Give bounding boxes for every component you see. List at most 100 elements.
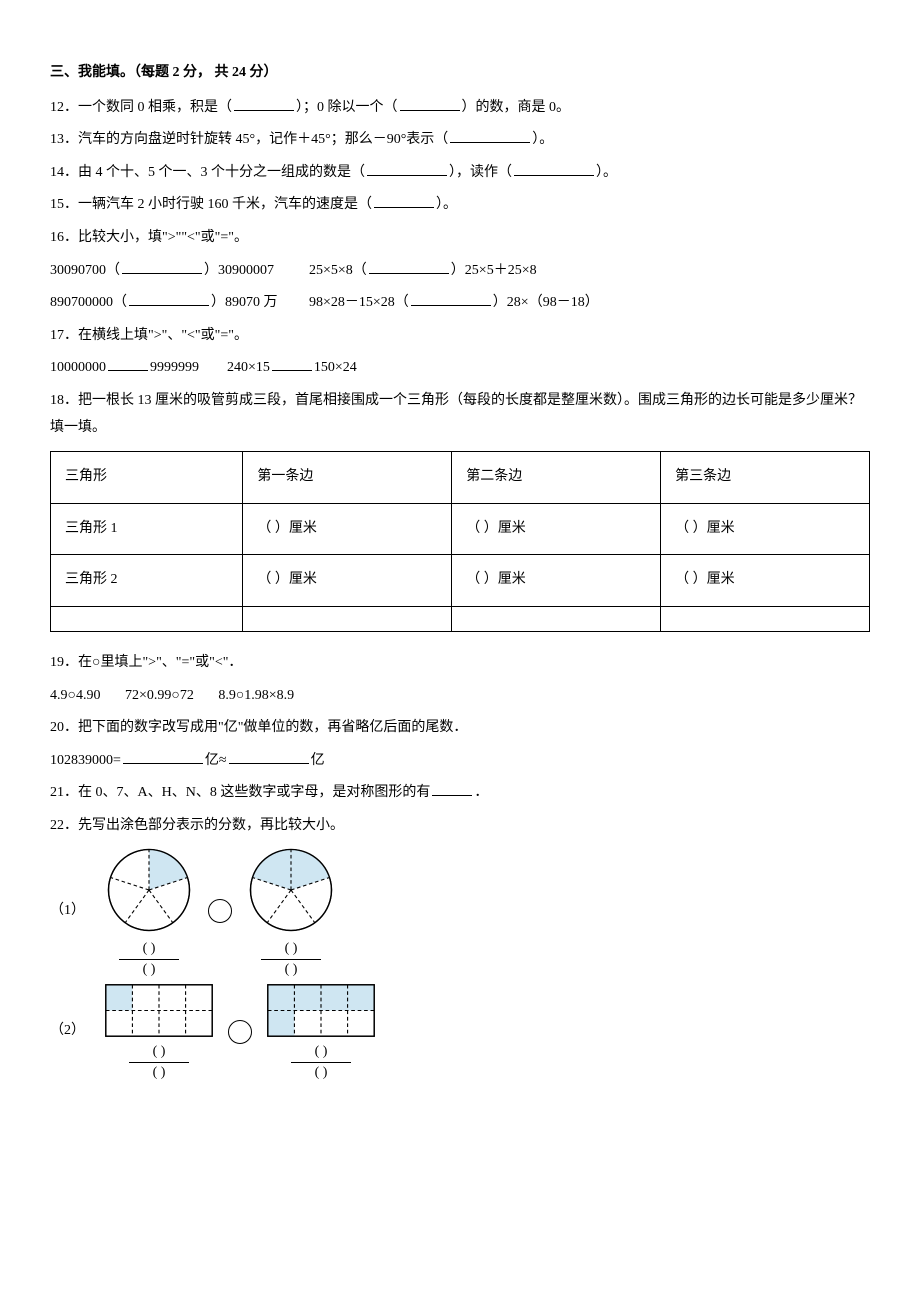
q16-r1b-r: ）25×5＋25×8: [451, 263, 537, 278]
question-17-row: 10000000 9999999 240×15 150×24: [50, 355, 870, 382]
q16-r1a-l: 30090700（: [50, 263, 120, 278]
q14-pre: 14．由 4 个十、5 个一、3 个十分之一组成的数是（: [50, 165, 365, 180]
triangle-table: 三角形 第一条边 第二条边 第三条边 三角形 1 （ ）厘米 （ ）厘米 （ ）…: [50, 451, 870, 632]
blank[interactable]: [374, 194, 434, 208]
table-row: 三角形 1 （ ）厘米 （ ）厘米 （ ）厘米: [51, 503, 870, 555]
q19-b: 72×0.99○72: [125, 688, 194, 703]
q17-b-r: 150×24: [314, 360, 357, 375]
cell[interactable]: （ ）厘米: [452, 503, 661, 555]
question-17: 17．在横线上填">"、"<"或"="。: [50, 323, 870, 350]
question-21: 21．在 0、7、A、H、N、8 这些数字或字母，是对称图形的有 ．: [50, 780, 870, 807]
question-19: 19．在○里填上">"、"="或"<"．: [50, 650, 870, 677]
q14-tail: ）。: [596, 165, 617, 180]
cell[interactable]: [243, 606, 452, 631]
cell[interactable]: [452, 606, 661, 631]
cell: 三角形 1: [51, 503, 243, 555]
fraction-blank[interactable]: ( ) ( ): [291, 1044, 351, 1080]
th-1: 第一条边: [243, 452, 452, 504]
fraction-blank[interactable]: ( ) ( ): [129, 1044, 189, 1080]
cell[interactable]: （ ）厘米: [661, 555, 870, 607]
blank[interactable]: [411, 292, 491, 306]
q12-tail: ）的数，商是 0。: [462, 100, 571, 115]
q16-r1a-r: ）30900007: [204, 263, 274, 278]
paren-bottom: ( ): [153, 1065, 166, 1080]
blank[interactable]: [272, 357, 312, 371]
question-14: 14．由 4 个十、5 个一、3 个十分之一组成的数是（ ），读作（ ）。: [50, 160, 870, 187]
cell[interactable]: （ ）厘米: [243, 503, 452, 555]
th-0: 三角形: [51, 452, 243, 504]
q16-r2b-r: ）28×（98－18）: [493, 295, 599, 310]
q16-r2a-r: ）89070 万: [211, 295, 278, 310]
paren-bottom: ( ): [143, 962, 156, 977]
cell[interactable]: [661, 606, 870, 631]
paren-top: ( ): [153, 1044, 166, 1059]
cell[interactable]: （ ）厘米: [452, 555, 661, 607]
fraction-line: [129, 1062, 189, 1063]
th-2: 第二条边: [452, 452, 661, 504]
question-20: 20．把下面的数字改写成用"亿"做单位的数，再省略亿后面的尾数．: [50, 715, 870, 742]
paren-top: ( ): [143, 941, 156, 956]
q20-pre: 102839000=: [50, 753, 121, 768]
compare-circle[interactable]: [228, 1020, 252, 1044]
q21-pre: 21．在 0、7、A、H、N、8 这些数字或字母，是对称图形的有: [50, 785, 430, 800]
cell[interactable]: （ ）厘米: [661, 503, 870, 555]
q12-pre: 12．一个数同 0 相乘，积是（: [50, 100, 232, 115]
compare-circle[interactable]: [208, 899, 232, 923]
blank[interactable]: [514, 162, 594, 176]
q13-pre: 13．汽车的方向盘逆时针旋转 45°，记作＋45°；那么－90°表示（: [50, 132, 448, 147]
blank[interactable]: [108, 357, 148, 371]
paren-top: ( ): [315, 1044, 328, 1059]
q13-tail: ）。: [532, 132, 553, 147]
table-row: 三角形 2 （ ）厘米 （ ）厘米 （ ）厘米: [51, 555, 870, 607]
q20-mid: 亿≈: [205, 753, 227, 768]
blank[interactable]: [369, 260, 449, 274]
table-header-row: 三角形 第一条边 第二条边 第三条边: [51, 452, 870, 504]
q22-label-1: （1）: [50, 898, 90, 925]
cell[interactable]: [51, 606, 243, 631]
blank[interactable]: [122, 260, 202, 274]
question-12: 12．一个数同 0 相乘，积是（）；0 除以一个（）的数，商是 0。: [50, 95, 870, 122]
question-15: 15．一辆汽车 2 小时行驶 160 千米，汽车的速度是（ ）。: [50, 192, 870, 219]
blank[interactable]: [432, 782, 472, 796]
section-title: 三、我能填。（每题 2 分， 共 24 分）: [50, 60, 870, 87]
blank[interactable]: [450, 129, 530, 143]
question-16-row1: 30090700（）30900007 25×5×8（）25×5＋25×8: [50, 258, 870, 285]
q22-row-1: （1） ( ) ( ): [50, 845, 870, 977]
fraction-line: [261, 959, 321, 960]
circle-fig-2: ( ) ( ): [246, 845, 336, 977]
q22-row-2: （2） ( ) ( ): [50, 983, 870, 1080]
blank[interactable]: [229, 750, 309, 764]
paren-bottom: ( ): [285, 962, 298, 977]
blank[interactable]: [400, 97, 460, 111]
question-19-row: 4.9○4.90 72×0.99○72 8.9○1.98×8.9: [50, 683, 870, 710]
rect-fig-1: ( ) ( ): [104, 983, 214, 1080]
q17-b-l: 240×15: [227, 360, 270, 375]
question-16-row2: 890700000（）89070 万 98×28－15×28（）28×（98－1…: [50, 290, 870, 317]
blank[interactable]: [234, 97, 294, 111]
q15-pre: 15．一辆汽车 2 小时行驶 160 千米，汽车的速度是（: [50, 197, 372, 212]
q21-tail: ．: [474, 785, 488, 800]
table-row: [51, 606, 870, 631]
blank[interactable]: [129, 292, 209, 306]
blank[interactable]: [123, 750, 203, 764]
fraction-line: [291, 1062, 351, 1063]
q19-a: 4.9○4.90: [50, 688, 100, 703]
q14-mid: ），读作（: [449, 165, 512, 180]
q17-a-l: 10000000: [50, 360, 106, 375]
q15-tail: ）。: [436, 197, 457, 212]
q17-a-r: 9999999: [150, 360, 199, 375]
cell: 三角形 2: [51, 555, 243, 607]
fraction-blank[interactable]: ( ) ( ): [261, 941, 321, 977]
question-16: 16．比较大小，填">""<"或"="。: [50, 225, 870, 252]
q20-tail: 亿: [311, 753, 325, 768]
fraction-blank[interactable]: ( ) ( ): [119, 941, 179, 977]
q19-c: 8.9○1.98×8.9: [218, 688, 294, 703]
question-18: 18．把一根长 13 厘米的吸管剪成三段，首尾相接围成一个三角形（每段的长度都是…: [50, 388, 870, 441]
blank[interactable]: [367, 162, 447, 176]
question-20-row: 102839000= 亿≈ 亿: [50, 748, 870, 775]
question-13: 13．汽车的方向盘逆时针旋转 45°，记作＋45°；那么－90°表示（ ）。: [50, 127, 870, 154]
q16-r2a-l: 890700000（: [50, 295, 127, 310]
paren-bottom: ( ): [315, 1065, 328, 1080]
fraction-line: [119, 959, 179, 960]
cell[interactable]: （ ）厘米: [243, 555, 452, 607]
